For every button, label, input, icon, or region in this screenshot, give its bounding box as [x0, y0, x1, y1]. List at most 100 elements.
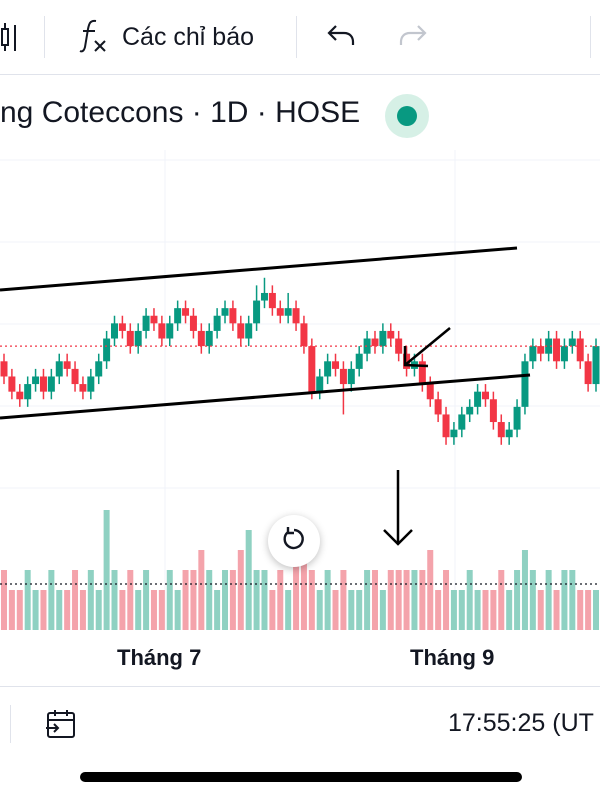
- volume-bar: [403, 570, 410, 630]
- candle-body: [237, 323, 245, 339]
- candle-body: [95, 361, 103, 377]
- candle-body: [166, 323, 174, 339]
- candle-body: [505, 429, 513, 438]
- reset-icon: [279, 524, 309, 559]
- volume-bar: [474, 590, 481, 630]
- volume-bar: [143, 570, 150, 630]
- candle-body: [497, 422, 505, 438]
- market-status-icon: [397, 106, 417, 126]
- candle-body: [450, 429, 458, 438]
- market-status-badge[interactable]: [385, 94, 429, 138]
- volume-bar: [174, 590, 181, 630]
- volume-bar: [277, 570, 284, 630]
- reset-chart-button[interactable]: [268, 515, 320, 567]
- bottom-divider: [10, 705, 11, 743]
- candle-body: [268, 292, 276, 309]
- candle-body: [87, 376, 95, 392]
- candle-body: [253, 300, 261, 324]
- trend-line-upper: [0, 246, 518, 292]
- candle-body: [63, 361, 71, 369]
- volume-bar: [166, 570, 173, 630]
- candle-body: [221, 308, 229, 316]
- candle-body: [474, 391, 482, 407]
- volume-bar: [332, 590, 339, 630]
- volume-bar: [411, 570, 418, 630]
- candle-body: [0, 361, 8, 377]
- candle-body: [316, 376, 324, 392]
- candle-body: [24, 384, 32, 400]
- volume-bar: [237, 550, 244, 630]
- volume-bar: [190, 570, 197, 630]
- volume-bar: [545, 570, 552, 630]
- candle-body: [142, 315, 150, 331]
- volume-bar: [32, 590, 39, 630]
- candle-body: [371, 338, 379, 347]
- volume-bar: [79, 590, 86, 630]
- volume-bar: [95, 590, 102, 630]
- volume-bar: [8, 590, 15, 630]
- volume-bar: [482, 590, 489, 630]
- volume-bar: [466, 570, 473, 630]
- candle-body: [387, 330, 395, 339]
- symbol-header: ng Coteccons · 1D · HOSE: [0, 86, 600, 142]
- price-chart[interactable]: [0, 150, 600, 680]
- candle-body: [379, 330, 387, 347]
- undo-button[interactable]: [326, 0, 356, 74]
- redo-button[interactable]: [398, 0, 428, 74]
- arrow-drawing: [383, 529, 413, 546]
- volume-bar: [214, 590, 221, 630]
- candle-body: [260, 292, 268, 301]
- volume-bar: [253, 570, 260, 630]
- indicators-button[interactable]: Các chỉ báo: [78, 0, 254, 74]
- candle-body: [158, 323, 166, 339]
- volume-bar: [387, 570, 394, 630]
- volume-bar: [498, 570, 505, 630]
- candle-body: [8, 376, 16, 392]
- volume-bar: [561, 570, 568, 630]
- volume-bar: [419, 570, 426, 630]
- candle-body: [339, 368, 347, 385]
- volume-bar: [514, 570, 521, 630]
- function-icon: [78, 15, 110, 60]
- go-to-date-button[interactable]: [44, 707, 78, 746]
- candle-body: [245, 323, 253, 339]
- volume-bar: [261, 570, 268, 630]
- volume-bar: [316, 590, 323, 630]
- candle-body: [276, 308, 284, 316]
- volume-bar: [450, 590, 457, 630]
- volume-bar: [340, 570, 347, 630]
- symbol-title[interactable]: ng Coteccons · 1D · HOSE: [0, 96, 361, 129]
- volume-bar: [308, 570, 315, 630]
- candle-body: [466, 406, 474, 415]
- candle-body: [481, 391, 489, 400]
- candle-body: [111, 323, 119, 339]
- toolbar-divider: [44, 16, 45, 58]
- candle-body: [426, 384, 434, 400]
- volume-bar: [40, 590, 47, 630]
- volume-bar: [585, 590, 592, 630]
- volume-bar: [56, 590, 63, 630]
- home-indicator: [80, 772, 522, 782]
- candle-body: [584, 361, 592, 385]
- candle-body: [229, 308, 237, 324]
- candle-body: [568, 338, 576, 347]
- volume-bar: [324, 570, 331, 630]
- candle-body: [545, 338, 553, 354]
- candle-body: [347, 368, 355, 385]
- candlestick-icon[interactable]: [0, 0, 26, 74]
- volume-bar: [222, 570, 229, 630]
- candle-body: [16, 391, 24, 400]
- volume-bar: [490, 590, 497, 630]
- volume-bar: [395, 570, 402, 630]
- calendar-goto-icon: [44, 710, 78, 745]
- candle-body: [363, 338, 371, 354]
- clock-timezone[interactable]: 17:55:25 (UT: [448, 709, 594, 737]
- volume-bar: [16, 590, 23, 630]
- volume-bar: [427, 550, 434, 630]
- candle-body: [355, 353, 363, 369]
- candle-body: [521, 361, 529, 407]
- volume-bar: [300, 550, 307, 630]
- volume-bar: [198, 550, 205, 630]
- candle-body: [592, 346, 600, 385]
- volume-bar: [458, 590, 465, 630]
